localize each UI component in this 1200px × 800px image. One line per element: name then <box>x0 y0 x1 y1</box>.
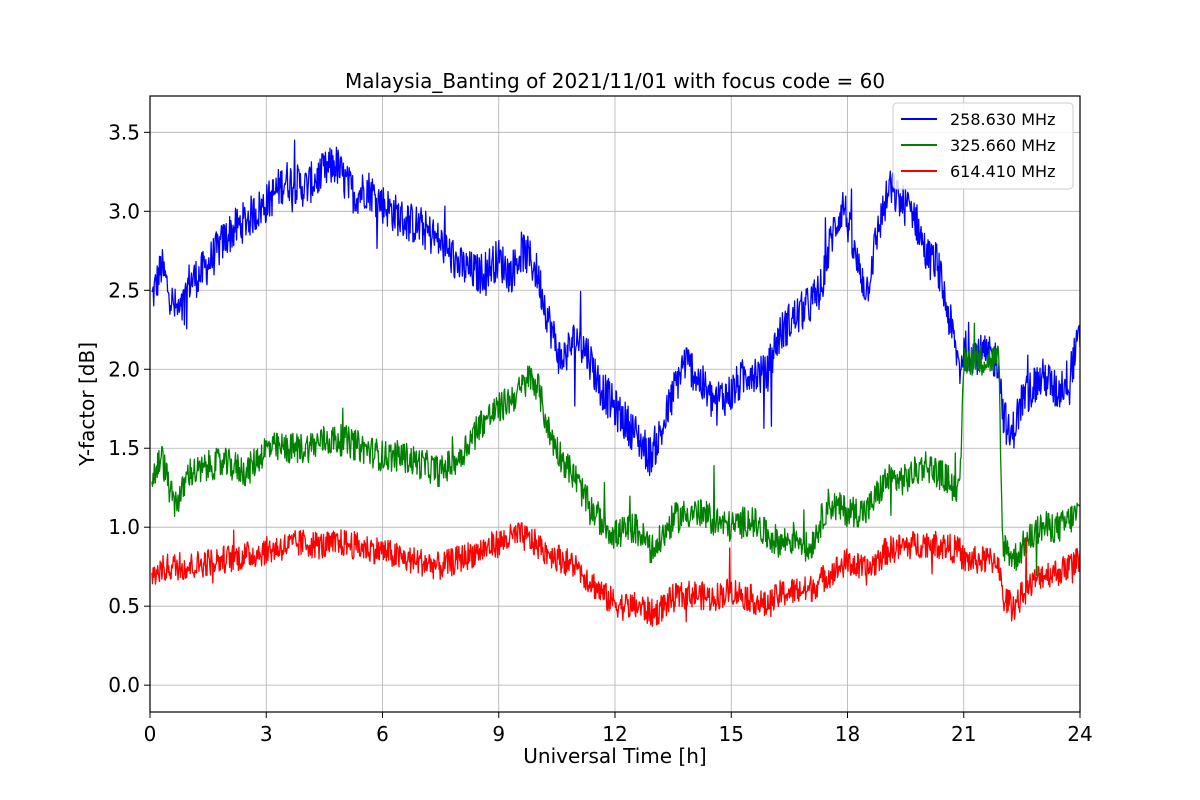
x-tick-label: 6 <box>376 722 389 746</box>
legend: 258.630 MHz 325.660 MHz 614.410 MHz <box>892 102 1074 190</box>
x-tick-label: 12 <box>602 722 627 746</box>
chart-title: Malaysia_Banting of 2021/11/01 with focu… <box>345 69 885 93</box>
legend-label: 325.660 MHz <box>950 136 1055 155</box>
y-tick-label: 2.5 <box>108 278 140 302</box>
series-line-1 <box>151 322 1080 577</box>
y-tick-label: 3.5 <box>108 120 140 144</box>
x-tick-label: 18 <box>835 722 860 746</box>
y-axis: 0.0 0.5 1.0 1.5 2.0 2.5 3.0 3.5 <box>108 120 150 697</box>
legend-label: 258.630 MHz <box>950 110 1055 129</box>
series-line-0 <box>151 139 1080 477</box>
x-axis: 0 3 6 9 12 15 18 21 24 <box>144 712 1093 746</box>
x-tick-label: 9 <box>492 722 505 746</box>
y-tick-label: 3.0 <box>108 199 140 223</box>
legend-label: 614.410 MHz <box>950 162 1055 181</box>
y-tick-label: 1.5 <box>108 436 140 460</box>
plot-area <box>151 139 1080 627</box>
x-axis-label: Universal Time [h] <box>523 744 706 768</box>
y-tick-label: 2.0 <box>108 357 140 381</box>
series-line-2 <box>151 522 1080 627</box>
x-tick-label: 24 <box>1067 722 1092 746</box>
x-tick-label: 21 <box>951 722 976 746</box>
x-tick-label: 3 <box>260 722 273 746</box>
legend-box <box>892 102 1074 190</box>
y-tick-label: 0.0 <box>108 673 140 697</box>
y-axis-label: Y-factor [dB] <box>75 342 99 467</box>
y-tick-label: 1.0 <box>108 515 140 539</box>
x-tick-label: 15 <box>719 722 744 746</box>
x-tick-label: 0 <box>144 722 157 746</box>
y-tick-label: 0.5 <box>108 594 140 618</box>
